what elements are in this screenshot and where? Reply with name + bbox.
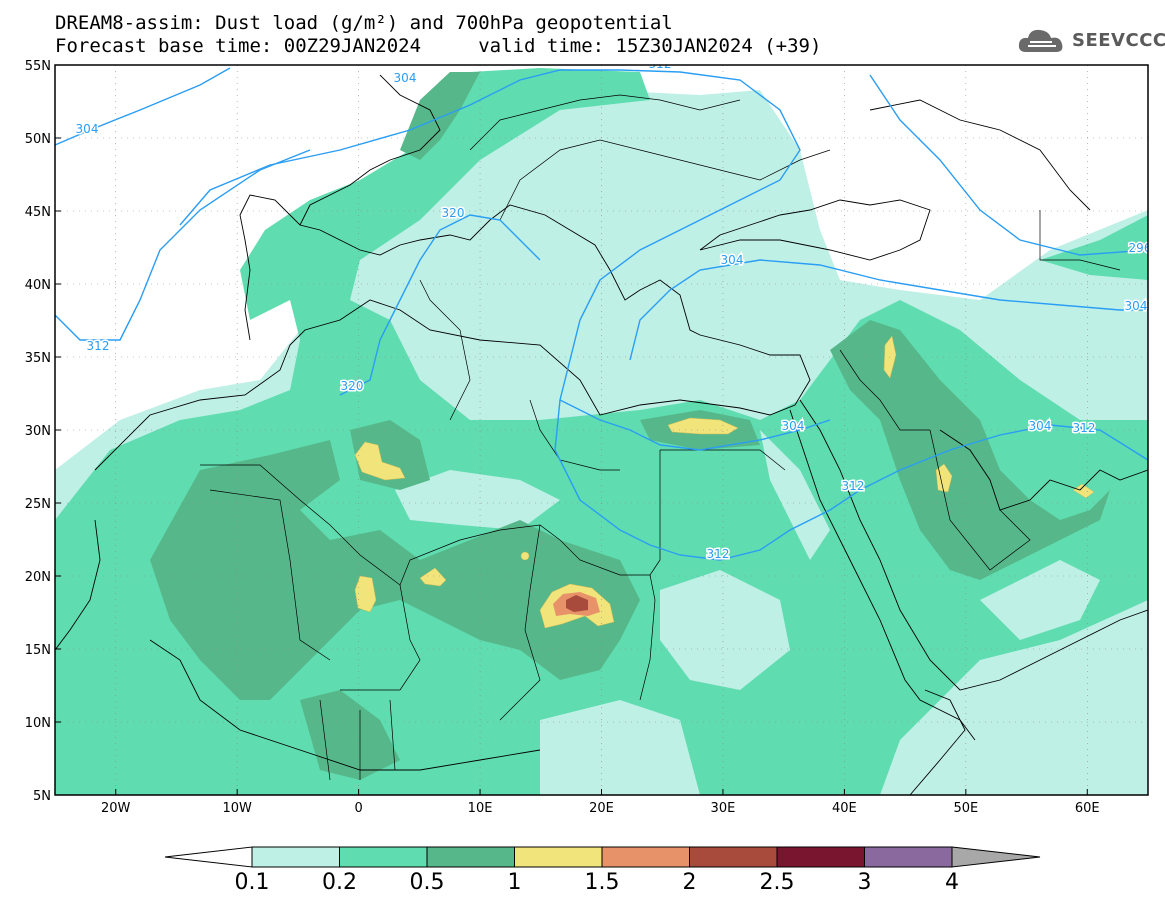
lat-tick-label: 35N: [25, 351, 51, 366]
contour-label: 304: [782, 419, 805, 433]
colorbar-level-label: 0.2: [322, 870, 357, 895]
colorbar-level-label: 1: [508, 870, 522, 895]
contour-label: 312: [1073, 421, 1096, 435]
lat-tick-label: 15N: [25, 643, 51, 658]
seevccc-logo: SEEVCCC: [1018, 26, 1165, 58]
axis-ticks: 20W 10W 0 10E 20E 30E 40E 50E 60E 55N 50N 45N 40N 35N…: [25, 59, 1100, 816]
colorbar-swatch: [601, 846, 690, 868]
colorbar: 0.1 0.2 0.5 1 1.5 2 2.5 3 4: [164, 846, 1041, 895]
lon-tick-label: 40E: [832, 801, 857, 816]
lon-tick-label: 10W: [222, 801, 252, 816]
map-title: DREAM8-assim: Dust load (g/m²) and 700hP…: [55, 12, 673, 34]
colorbar-swatch: [689, 846, 778, 868]
coastlines: [55, 74, 1148, 795]
lat-tick-label: 10N: [25, 716, 51, 731]
colorbar-level-label: 2: [683, 870, 697, 895]
lon-tick-label: 0: [354, 801, 362, 816]
contour-label: 304: [394, 71, 417, 85]
contour-labels: 304 304 312 312 320 320 304 304 312 312 312 304 296 3…: [74, 57, 1152, 563]
colorbar-swatch: [776, 846, 865, 868]
lat-tick-label: 20N: [25, 570, 51, 585]
graticule: [55, 65, 1148, 795]
lon-tick-label: 30E: [711, 801, 736, 816]
contour-label: 304: [76, 122, 99, 136]
contour-label: 312: [707, 547, 730, 561]
forecast-times: Forecast base time: 00Z29JAN2024 valid t…: [55, 35, 822, 57]
contour-label: 320: [341, 379, 364, 393]
lat-tick-label: 50N: [25, 132, 51, 147]
lat-tick-label: 25N: [25, 497, 51, 512]
lon-tick-label: 60E: [1075, 801, 1100, 816]
colorbar-level-label: 0.1: [235, 870, 270, 895]
contour-label: 304: [1029, 419, 1052, 433]
dust-1.5-layer: [553, 592, 600, 616]
dust-0.1-holes: [395, 430, 1100, 795]
colorbar-level-label: 0.5: [410, 870, 445, 895]
lat-tick-label: 30N: [25, 424, 51, 439]
lat-tick-label: 55N: [25, 59, 51, 74]
lon-tick-label: 20E: [589, 801, 614, 816]
lat-tick-label: 45N: [25, 205, 51, 220]
colorbar-swatch: [426, 846, 515, 868]
contour-label: 312: [649, 57, 672, 71]
lon-tick-label: 20W: [101, 801, 131, 816]
colorbar-swatch: [864, 846, 953, 868]
geopotential-contours: [55, 67, 1148, 561]
contour-label: 320: [442, 206, 465, 220]
lat-tick-label: 5N: [33, 789, 51, 804]
colorbar-swatch: [514, 846, 603, 868]
lon-tick-label: 10E: [468, 801, 493, 816]
contour-label: 296: [1129, 241, 1152, 255]
colorbar-max-arrow: [951, 846, 1041, 868]
colorbar-swatch: [251, 846, 340, 868]
colorbar-level-label: 4: [945, 870, 959, 895]
colorbar-level-label: 3: [858, 870, 872, 895]
lat-tick-label: 40N: [25, 278, 51, 293]
logo-text: SEEVCCC: [1072, 30, 1165, 51]
country-borders: [200, 94, 1121, 781]
colorbar-swatch: [339, 846, 428, 868]
contour-label: 312: [87, 339, 110, 353]
colorbar-min-arrow: [164, 846, 253, 868]
colorbar-level-label: 2.5: [760, 870, 795, 895]
colorbar-level-label: 1.5: [585, 870, 620, 895]
lon-tick-label: 50E: [953, 801, 978, 816]
contour-label: 304: [721, 253, 744, 267]
cloud-icon: [1018, 29, 1063, 52]
contour-label: 304: [1125, 299, 1148, 313]
contour-label: 312: [842, 479, 865, 493]
